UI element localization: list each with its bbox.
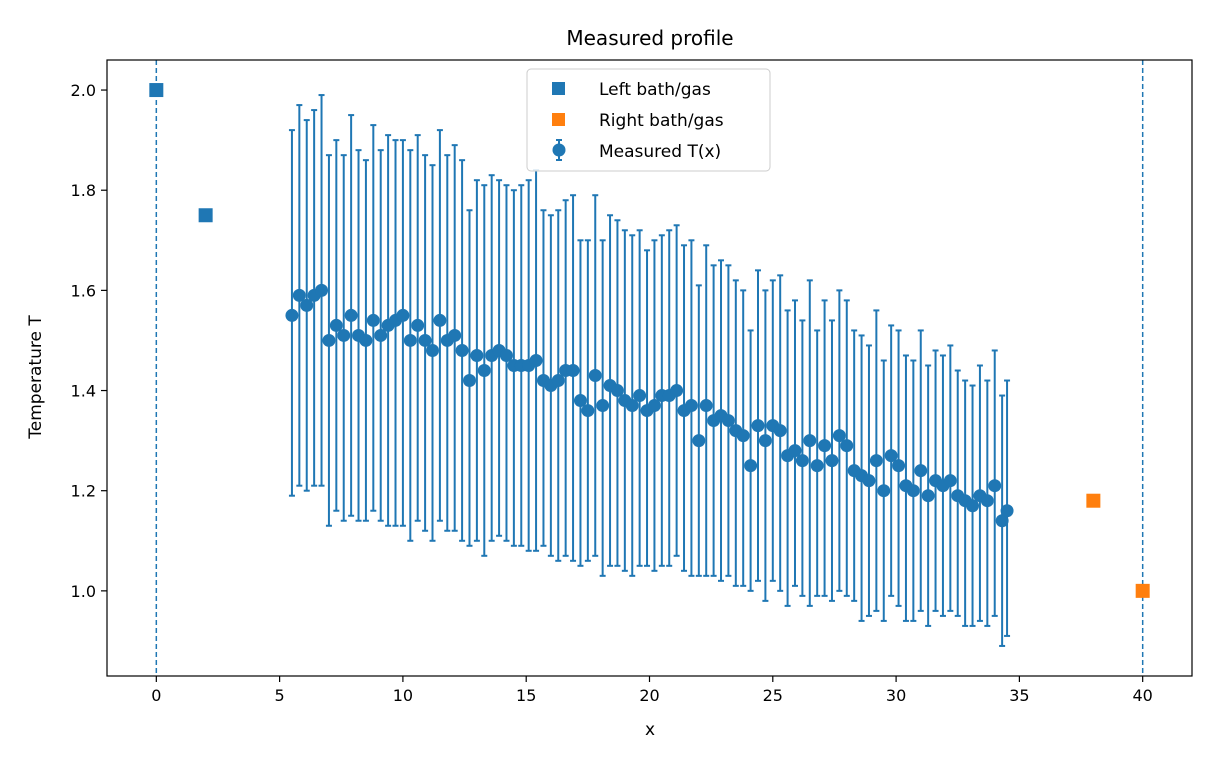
measured-point-71 [810, 459, 824, 473]
legend-frame [526, 68, 771, 172]
measured-point-26 [477, 364, 491, 378]
measured-point-66 [773, 424, 787, 438]
x-axis-label: x [645, 720, 655, 740]
measured-point-95 [988, 479, 1002, 493]
measured-point-22 [448, 328, 462, 342]
measured-point-56 [699, 399, 713, 413]
y-tick-label-5: 2.0 [71, 81, 96, 100]
measured-point-10 [359, 333, 373, 347]
measured-point-4 [315, 283, 329, 297]
legend-left-label: Left bath/gas [599, 80, 711, 100]
legend-left-marker [552, 82, 565, 95]
measured-point-55 [692, 434, 706, 448]
left-bath-point-0 [149, 83, 164, 98]
measured-point-82 [892, 459, 906, 473]
measured-point-40 [581, 404, 595, 418]
measured-point-6 [329, 318, 343, 332]
measured-point-69 [795, 454, 809, 468]
x-tick-label-6: 30 [886, 686, 906, 705]
measured-point-20 [433, 313, 447, 327]
measured-point-63 [751, 419, 765, 433]
measured-point-79 [869, 454, 883, 468]
legend: Left bath/gas Right bath/gas Measured T(… [526, 68, 771, 172]
measured-point-33 [529, 353, 543, 367]
plot-area: 0 5 10 15 20 25 30 35 40 1.0 1.2 1.4 1.6 1.8 2.0 [71, 59, 1193, 705]
legend-right-marker [552, 113, 565, 126]
x-tick-label-0: 0 [151, 686, 161, 705]
y-tick-label-2: 1.4 [71, 382, 96, 401]
measured-point-96 [995, 514, 1009, 528]
measured-point-74 [832, 429, 846, 443]
measured-point-0 [285, 308, 299, 322]
measured-point-49 [647, 399, 661, 413]
measured-point-62 [744, 459, 758, 473]
measured-point-89 [943, 474, 957, 488]
measured-point-68 [788, 444, 802, 458]
measured-point-11 [366, 313, 380, 327]
measured-point-81 [884, 449, 898, 463]
chart-title: Measured profile [566, 26, 733, 50]
legend-right-label: Right bath/gas [599, 111, 724, 131]
measured-point-18 [418, 333, 432, 347]
measured-point-5 [322, 333, 336, 347]
measured-point-47 [633, 389, 647, 403]
measured-point-44 [610, 384, 624, 398]
y-axis-label: Temperature T [26, 315, 46, 440]
x-tick-label-8: 40 [1133, 686, 1153, 705]
measured-point-80 [877, 484, 891, 498]
measured-point-1 [292, 288, 306, 302]
measured-point-92 [966, 499, 980, 513]
measured-point-85 [914, 464, 928, 478]
measured-point-46 [625, 399, 639, 413]
measured-point-23 [455, 343, 469, 357]
measured-point-7 [337, 328, 351, 342]
measured-point-75 [840, 439, 854, 453]
measured-point-52 [670, 384, 684, 398]
measured-point-61 [736, 429, 750, 443]
left-bath-point-1 [198, 208, 213, 223]
x-tick-label-3: 15 [516, 686, 536, 705]
measured-point-70 [803, 434, 817, 448]
measured-point-36 [551, 374, 565, 388]
x-tick-label-1: 5 [275, 686, 285, 705]
measured-point-72 [818, 439, 832, 453]
measured-point-54 [684, 399, 698, 413]
measured-point-17 [411, 318, 425, 332]
measured-point-39 [573, 394, 587, 408]
y-tick-label-3: 1.6 [71, 281, 96, 300]
measured-point-59 [721, 414, 735, 428]
legend-measured-label: Measured T(x) [599, 142, 721, 162]
right-bath-point-0 [1086, 493, 1101, 508]
x-tick-label-4: 20 [639, 686, 659, 705]
measured-point-19 [426, 343, 439, 357]
measured-point-97 [1000, 504, 1014, 518]
measured-point-8 [344, 308, 358, 322]
x-tick-label-2: 10 [393, 686, 413, 705]
measured-point-78 [862, 474, 876, 488]
measured-point-42 [596, 399, 610, 413]
x-tick-label-7: 35 [1009, 686, 1029, 705]
measured-point-94 [980, 494, 994, 508]
legend-measured-marker [552, 143, 566, 157]
measured-point-24 [462, 374, 476, 388]
measured-point-2 [300, 298, 314, 312]
measured-point-73 [825, 454, 839, 468]
measured-point-15 [396, 308, 410, 322]
y-tick-label-4: 1.8 [71, 181, 96, 200]
y-tick-label-0: 1.0 [71, 582, 96, 601]
measured-point-64 [758, 434, 772, 448]
y-tick-label-1: 1.2 [71, 482, 96, 501]
measured-point-38 [566, 364, 580, 378]
measured-point-41 [588, 369, 602, 383]
measured-point-84 [906, 484, 920, 498]
measured-point-86 [921, 489, 935, 503]
measured-point-25 [470, 348, 484, 362]
x-tick-label-5: 25 [763, 686, 783, 705]
measured-point-12 [374, 328, 388, 342]
measured-point-16 [403, 333, 417, 347]
right-bath-point-1 [1135, 583, 1150, 598]
measured-point-29 [499, 348, 513, 362]
